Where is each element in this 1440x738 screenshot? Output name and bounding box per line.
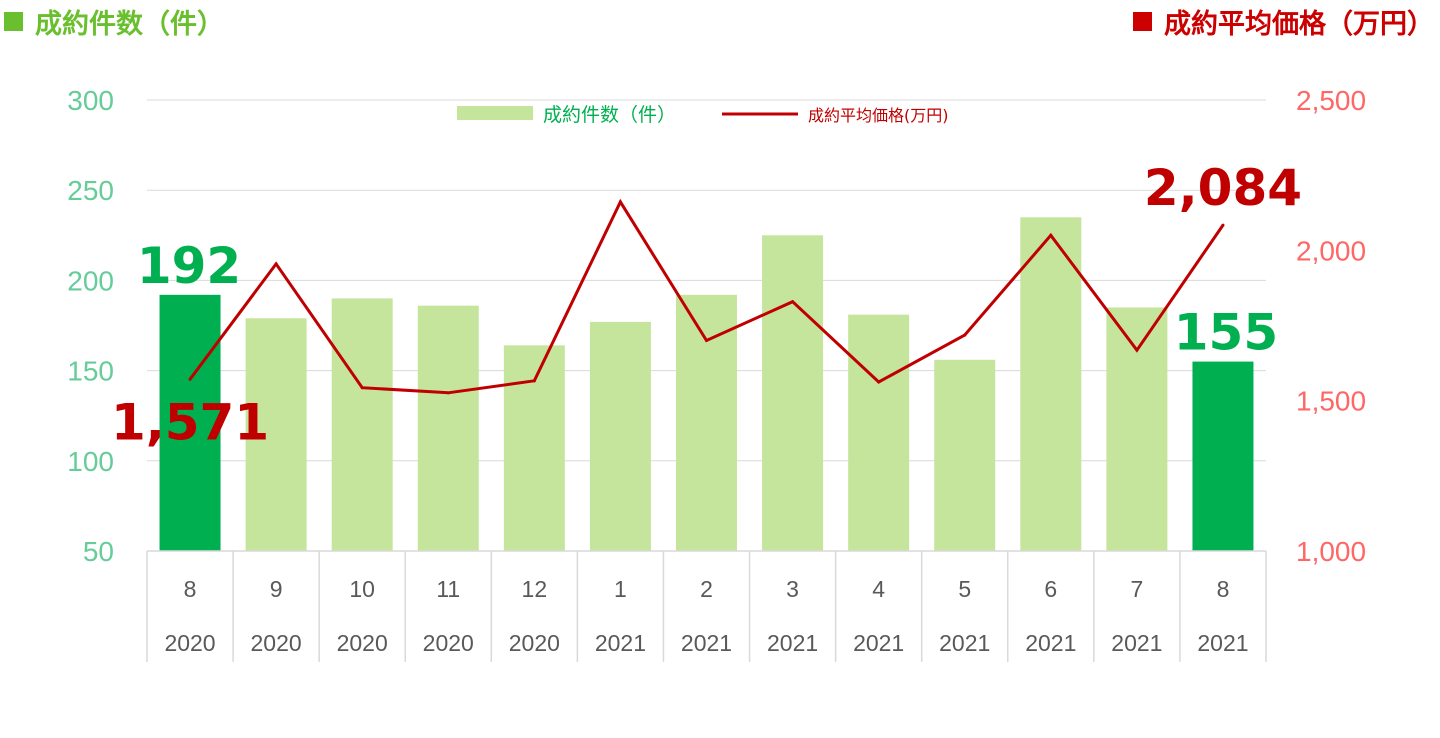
left-axis-tick-label: 200: [67, 265, 114, 296]
category-month-label: 4: [872, 576, 885, 602]
price-point: [360, 386, 364, 390]
category-year-label: 2020: [251, 630, 302, 656]
right-axis-tick-label: 1,000: [1296, 536, 1366, 567]
data-label-annotation: 1,571: [111, 393, 269, 451]
left-axis-tick-label: 250: [67, 175, 114, 206]
bar: [331, 298, 393, 551]
category-month-label: 11: [436, 576, 460, 602]
price-point: [791, 300, 795, 304]
category-month-label: 8: [1217, 576, 1230, 602]
price-point: [705, 339, 708, 343]
bar: [676, 294, 737, 551]
category-month-label: 3: [786, 576, 799, 602]
left-axis-title-text: 成約件数（件）: [35, 9, 224, 40]
legend-bar-label: 成約件数（件）: [543, 104, 676, 126]
bar: [762, 235, 824, 552]
category-year-label: 2021: [1197, 630, 1248, 656]
data-label-annotation: 155: [1174, 304, 1278, 362]
bar-highlight: [1192, 361, 1254, 551]
green-square-icon: [4, 12, 23, 31]
category-month-label: 7: [1130, 576, 1143, 602]
bar: [589, 321, 651, 551]
data-label-annotation: 2,084: [1144, 159, 1302, 217]
data-label-annotation: 192: [137, 237, 241, 295]
bar-highlight: [159, 294, 221, 551]
category-year-label: 2021: [595, 630, 646, 656]
bar: [848, 314, 910, 551]
category-month-label: 6: [1044, 576, 1057, 602]
left-axis-title: 成約件数（件）: [4, 2, 224, 41]
category-year-label: 2021: [767, 630, 818, 656]
left-axis-tick-label: 150: [67, 356, 114, 387]
bar: [417, 305, 479, 551]
price-point: [1135, 348, 1139, 352]
category-year-label: 2020: [337, 630, 388, 656]
category-month-label: 8: [184, 576, 197, 602]
category-month-label: 9: [270, 576, 283, 602]
category-year-label: 2020: [423, 630, 474, 656]
category-month-label: 2: [700, 576, 713, 602]
category-year-label: 2021: [1111, 630, 1162, 656]
legend-bar-swatch: [457, 106, 533, 120]
left-axis-tick-label: 50: [83, 536, 114, 567]
bar: [245, 318, 307, 551]
price-point: [446, 391, 450, 395]
left-axis-tick-label: 100: [67, 446, 114, 477]
bar: [1020, 217, 1082, 551]
bar: [934, 359, 996, 551]
category-year-label: 2021: [1025, 630, 1076, 656]
price-point: [532, 379, 536, 383]
right-axis-title-text: 成約平均価格（万円）: [1164, 9, 1434, 40]
price-point: [188, 377, 192, 381]
right-axis-tick-label: 2,500: [1296, 85, 1366, 116]
price-point: [618, 200, 622, 204]
price-point: [1049, 233, 1053, 237]
right-axis-title: 成約平均価格（万円）: [1133, 2, 1434, 41]
price-point: [963, 333, 967, 337]
left-axis-tick-label: 300: [67, 85, 114, 116]
category-year-label: 2021: [853, 630, 904, 656]
price-point: [877, 380, 881, 384]
category-month-label: 10: [349, 576, 375, 602]
bar: [1106, 307, 1168, 551]
category-month-label: 5: [958, 576, 971, 602]
legend-line-label: 成約平均価格(万円): [808, 106, 949, 125]
right-axis-tick-label: 1,500: [1296, 386, 1366, 417]
price-point: [1221, 223, 1225, 227]
category-month-label: 1: [614, 576, 627, 602]
category-year-label: 2021: [939, 630, 990, 656]
category-month-label: 12: [522, 576, 548, 602]
red-square-icon: [1133, 12, 1152, 31]
category-year-label: 2020: [164, 630, 215, 656]
price-point: [274, 262, 278, 266]
bar: [503, 345, 565, 551]
category-year-label: 2021: [681, 630, 732, 656]
category-year-label: 2020: [509, 630, 560, 656]
right-axis-tick-label: 2,000: [1296, 235, 1366, 266]
